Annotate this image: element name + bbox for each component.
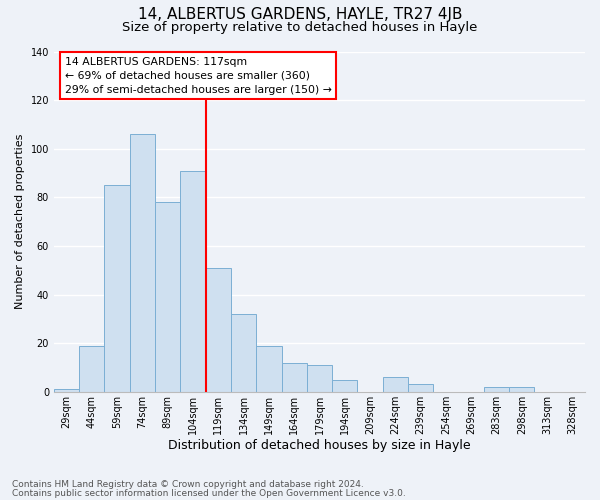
Bar bbox=[307, 365, 332, 392]
Bar bbox=[332, 380, 358, 392]
Bar bbox=[509, 387, 535, 392]
Bar bbox=[484, 387, 509, 392]
X-axis label: Distribution of detached houses by size in Hayle: Distribution of detached houses by size … bbox=[168, 440, 471, 452]
Bar bbox=[79, 346, 104, 392]
Bar bbox=[206, 268, 231, 392]
Text: 14 ALBERTUS GARDENS: 117sqm
← 69% of detached houses are smaller (360)
29% of se: 14 ALBERTUS GARDENS: 117sqm ← 69% of det… bbox=[65, 56, 331, 94]
Bar bbox=[231, 314, 256, 392]
Bar bbox=[130, 134, 155, 392]
Bar bbox=[256, 346, 281, 392]
Bar bbox=[408, 384, 433, 392]
Text: Size of property relative to detached houses in Hayle: Size of property relative to detached ho… bbox=[122, 21, 478, 34]
Bar bbox=[54, 390, 79, 392]
Bar bbox=[181, 170, 206, 392]
Bar bbox=[383, 377, 408, 392]
Y-axis label: Number of detached properties: Number of detached properties bbox=[15, 134, 25, 310]
Bar bbox=[104, 185, 130, 392]
Text: Contains HM Land Registry data © Crown copyright and database right 2024.: Contains HM Land Registry data © Crown c… bbox=[12, 480, 364, 489]
Bar bbox=[281, 362, 307, 392]
Bar bbox=[155, 202, 181, 392]
Text: Contains public sector information licensed under the Open Government Licence v3: Contains public sector information licen… bbox=[12, 489, 406, 498]
Text: 14, ALBERTUS GARDENS, HAYLE, TR27 4JB: 14, ALBERTUS GARDENS, HAYLE, TR27 4JB bbox=[138, 8, 462, 22]
